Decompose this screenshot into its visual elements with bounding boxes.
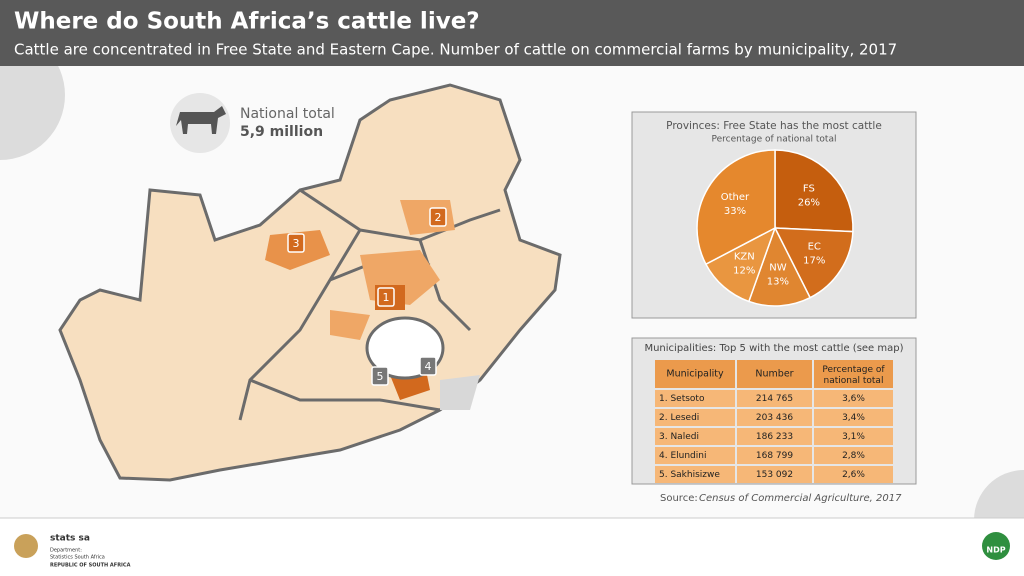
footer-band: [0, 518, 1024, 576]
cow-icon: [176, 106, 226, 134]
table-cell: [814, 390, 893, 407]
table-cell: [655, 390, 735, 407]
markers: 1 2 3 4 5: [287, 207, 447, 386]
pie: FS 26% EC 17% NW 13% KZN 12% Other 33%: [696, 149, 854, 307]
country: REPUBLIC OF SOUTH AFRICA: [50, 563, 131, 569]
marker-box: [371, 366, 389, 386]
total-value: 5,9 million: [240, 124, 323, 140]
region: [440, 375, 480, 410]
pie-subtitle: Percentage of national total: [712, 135, 837, 145]
marker-label: 1: [383, 291, 390, 304]
pie-title: Provinces: Free State has the most cattl…: [666, 120, 882, 132]
table-cell: [655, 466, 735, 483]
table-cell: [655, 447, 735, 464]
column-header: Number: [755, 369, 793, 380]
slice-category: KZN: [734, 251, 755, 262]
source-label: Source:: [660, 493, 698, 504]
slice-value: 26%: [798, 198, 820, 209]
table-cell: [737, 447, 812, 464]
title: Where do South Africa’s cattle live?: [14, 9, 480, 35]
slice-value: 12%: [733, 265, 755, 276]
marker-label: 5: [377, 370, 384, 383]
slice-value: 33%: [724, 206, 746, 217]
header-cell: [737, 360, 812, 388]
table-cell: [737, 428, 812, 445]
source-text: Census of Commercial Agriculture, 2017: [699, 493, 902, 504]
region: [330, 310, 370, 340]
table: Municipality Number Percentage of national …: [655, 360, 893, 483]
slice-value: 13%: [767, 277, 789, 288]
slice-category: EC: [808, 241, 821, 252]
marker-box: [429, 207, 447, 227]
table-cell: [814, 447, 893, 464]
pie-slice: [747, 226, 812, 307]
cell-text: 203 436: [756, 413, 793, 423]
cell-text: 3,1%: [842, 432, 865, 442]
column-header: Municipality: [666, 369, 724, 380]
cell-text: 3,4%: [842, 413, 865, 423]
table-cell: [655, 428, 735, 445]
cell-text: 186 233: [756, 432, 793, 442]
header-band: [0, 0, 1024, 66]
column-header: Percentage of national total: [822, 365, 885, 386]
slice-category: FS: [803, 184, 815, 195]
cell-text: 5. Sakhisizwe: [659, 470, 720, 480]
table-cell: [737, 390, 812, 407]
header-cell: [655, 360, 735, 388]
pie-slice: [773, 227, 854, 299]
cell-text: 4. Elundini: [659, 451, 706, 461]
table-cell: [655, 409, 735, 426]
table-cell: [814, 428, 893, 445]
table-title: Municipalities: Top 5 with the most catt…: [644, 343, 903, 354]
department: Department:: [50, 548, 82, 554]
cell-text: 168 799: [756, 451, 793, 461]
cell-text: 3,6%: [842, 394, 865, 404]
table-cell: [737, 409, 812, 426]
cell-text: 2,6%: [842, 470, 865, 480]
total-label: National total: [240, 106, 335, 122]
cell-text: 2. Lesedi: [659, 413, 699, 423]
slice-value: 17%: [803, 255, 825, 266]
marker-label: 2: [435, 211, 442, 224]
table-cell: [814, 409, 893, 426]
ndp-text: NDP: [986, 546, 1005, 555]
marker-box: [419, 356, 437, 376]
table-cell: [814, 466, 893, 483]
map: [58, 83, 562, 482]
marker-label: 3: [293, 237, 300, 250]
marker-label: 4: [425, 360, 432, 373]
national-total: National total 5,9 million: [170, 93, 335, 153]
ndp-logo: [982, 532, 1010, 560]
cell-text: 153 092: [756, 470, 793, 480]
marker-box: [287, 233, 305, 253]
pie-slice: [696, 149, 776, 266]
pie-slice: [774, 149, 854, 233]
country-outline: [58, 83, 562, 482]
coat-of-arms: [14, 534, 38, 558]
header-cell: [814, 360, 893, 388]
subtitle: Cattle are concentrated in Free State an…: [14, 41, 897, 59]
cell-text: 2,8%: [842, 451, 865, 461]
marker-box: [377, 287, 395, 307]
org: stats sa: [50, 534, 90, 544]
table-cell: [737, 466, 812, 483]
cell-text: 1. Setsoto: [659, 394, 705, 404]
slice-category: Other: [721, 192, 750, 203]
cell-text: 3. Naledi: [659, 432, 699, 442]
cell-text: 214 765: [756, 394, 793, 404]
slice-category: NW: [769, 263, 786, 274]
department-name: Statistics South Africa: [50, 555, 105, 561]
